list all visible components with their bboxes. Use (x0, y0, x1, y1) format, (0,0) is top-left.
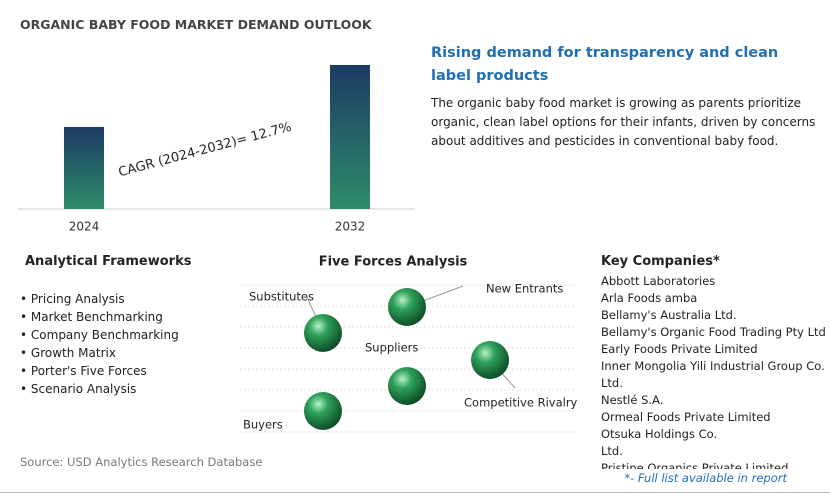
force-label: Suppliers (365, 341, 418, 355)
cagr-annotation: CAGR (2024-2032)= 12.7% (117, 120, 293, 181)
force-sphere (304, 314, 342, 352)
frameworks-title: Analytical Frameworks (25, 254, 192, 269)
force-sphere (471, 341, 509, 379)
company-item: Ltd. (601, 376, 623, 390)
force-sphere (388, 367, 426, 405)
companies-list: Abbott Laboratories Arla Foods amba Bellam… (601, 273, 829, 469)
company-item: Arla Foods amba (601, 291, 698, 305)
x-tick-label: 2024 (69, 220, 100, 234)
framework-item: Porter's Five Forces (20, 362, 179, 380)
bar (64, 126, 104, 209)
force-label: Buyers (243, 418, 283, 432)
five-forces-diagram: Substitutes New Entrants Suppliers Competit… (240, 282, 578, 433)
force-sphere (304, 392, 342, 430)
company-item: Otsuka Holdings Co. (601, 427, 718, 441)
companies-note: *- Full list available in report (624, 471, 787, 485)
insight-text: The organic baby food market is growing … (431, 96, 816, 148)
framework-item: Pricing Analysis (20, 290, 179, 308)
company-item: Ltd. (601, 444, 623, 458)
force-label: Competitive Rivalry (464, 396, 578, 410)
frameworks-list: Pricing AnalysisMarket BenchmarkingCompa… (20, 290, 179, 398)
company-item: Early Foods Private Limited (601, 342, 758, 356)
insight-heading: Rising demand for transparency and clean… (431, 45, 779, 84)
source: Source: USD Analytics Research Database (20, 455, 263, 469)
divider (0, 492, 830, 493)
force-label: New Entrants (486, 282, 563, 296)
company-item: Abbott Laboratories (601, 274, 716, 288)
company-item: Pristine Organics Private Limited (601, 461, 789, 469)
company-item: Bellamy's Organic Food Trading Pty Ltd (601, 325, 826, 339)
bar (330, 65, 370, 209)
force-label: Substitutes (249, 290, 314, 304)
company-item: Bellamy's Australia Ltd. (601, 308, 737, 322)
chart-title: ORGANIC BABY FOOD MARKET DEMAND OUTLOOK (20, 17, 372, 32)
framework-item: Market Benchmarking (20, 308, 179, 326)
force-sphere (388, 288, 426, 326)
company-item: Nestlé S.A. (601, 393, 664, 407)
company-item: Inner Mongolia Yili Industrial Group Co. (601, 359, 825, 373)
companies-title: Key Companies* (601, 254, 720, 269)
company-item: Ormeal Foods Private Limited (601, 410, 771, 424)
framework-item: Company Benchmarking (20, 326, 179, 344)
five-forces-title: Five Forces Analysis (319, 255, 468, 270)
framework-item: Scenario Analysis (20, 380, 179, 398)
framework-item: Growth Matrix (20, 344, 179, 362)
x-tick-label: 2032 (335, 220, 366, 234)
